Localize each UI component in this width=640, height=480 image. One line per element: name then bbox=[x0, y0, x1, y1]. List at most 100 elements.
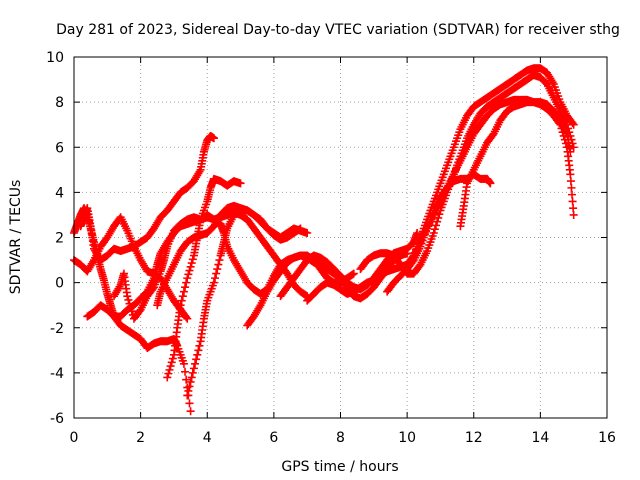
x-tick-label: 6 bbox=[269, 430, 278, 446]
data-point-marker bbox=[193, 350, 202, 359]
data-point-marker bbox=[191, 359, 200, 368]
x-tick-label: 10 bbox=[398, 430, 416, 446]
data-point-marker bbox=[349, 269, 358, 278]
data-point-marker bbox=[181, 283, 190, 292]
x-tick-label: 4 bbox=[203, 430, 212, 446]
data-point-marker bbox=[179, 359, 188, 368]
data-point-marker bbox=[177, 296, 186, 305]
data-point-marker bbox=[568, 119, 577, 128]
data-point-marker bbox=[185, 399, 194, 408]
data-point-marker bbox=[168, 354, 177, 363]
data-point-marker bbox=[429, 228, 438, 237]
y-tick-label: 4 bbox=[55, 185, 64, 201]
data-point-marker bbox=[124, 295, 133, 304]
y-tick-label: 0 bbox=[55, 276, 64, 292]
data-point-marker bbox=[184, 386, 193, 395]
data-point-marker bbox=[186, 262, 195, 271]
data-point-marker bbox=[192, 355, 201, 364]
data-point-marker bbox=[184, 270, 193, 279]
data-point-marker bbox=[568, 197, 577, 206]
x-tick-label: 16 bbox=[598, 430, 616, 446]
data-point-marker bbox=[165, 365, 174, 374]
data-point-marker bbox=[182, 375, 191, 384]
data-point-marker bbox=[568, 190, 577, 199]
series-track-12 bbox=[356, 71, 578, 278]
data-point-marker bbox=[212, 269, 221, 278]
grid-layer bbox=[74, 57, 607, 418]
data-point-marker bbox=[215, 256, 224, 265]
chart-title: Day 281 of 2023, Sidereal Day-to-day VTE… bbox=[56, 22, 620, 38]
x-tick-label: 0 bbox=[70, 430, 79, 446]
data-point-marker bbox=[569, 143, 578, 152]
y-tick-label: 10 bbox=[46, 50, 64, 66]
data-point-marker bbox=[125, 299, 134, 308]
data-point-marker bbox=[183, 274, 192, 283]
data-point-marker bbox=[566, 177, 575, 186]
data-point-marker bbox=[126, 303, 135, 312]
data-point-marker bbox=[187, 373, 196, 382]
data-point-marker bbox=[566, 147, 575, 156]
series-track-7 bbox=[163, 174, 245, 382]
data-point-marker bbox=[185, 382, 194, 391]
x-tick-label: 12 bbox=[465, 430, 483, 446]
data-point-marker bbox=[163, 373, 172, 382]
data-point-marker bbox=[211, 274, 220, 283]
data-point-marker bbox=[195, 341, 204, 350]
data-point-marker bbox=[186, 377, 195, 386]
data-point-marker bbox=[433, 217, 442, 226]
data-point-marker bbox=[164, 369, 173, 378]
data-point-marker bbox=[182, 278, 191, 287]
data-point-marker bbox=[434, 213, 443, 222]
x-tick-label: 2 bbox=[136, 430, 145, 446]
data-point-marker bbox=[431, 221, 440, 230]
series-track-14 bbox=[403, 64, 578, 274]
data-point-marker bbox=[194, 346, 203, 355]
data-point-marker bbox=[179, 287, 188, 296]
data-point-marker bbox=[430, 225, 439, 234]
data-point-marker bbox=[123, 292, 132, 301]
y-tick-label: -6 bbox=[50, 411, 64, 427]
data-point-marker bbox=[185, 266, 194, 275]
series-track-3 bbox=[76, 131, 218, 265]
data-point-marker bbox=[167, 358, 176, 367]
series-track-15 bbox=[456, 98, 575, 231]
x-axis-label: GPS time / hours bbox=[281, 459, 398, 475]
data-point-marker bbox=[186, 407, 195, 416]
data-point-marker bbox=[566, 170, 575, 179]
y-tick-label: 6 bbox=[55, 140, 64, 156]
data-layer bbox=[70, 64, 578, 416]
data-point-marker bbox=[178, 292, 187, 301]
data-point-marker bbox=[569, 204, 578, 213]
data-point-marker bbox=[148, 284, 157, 293]
x-tick-label: 14 bbox=[531, 430, 549, 446]
data-point-marker bbox=[214, 260, 223, 269]
data-point-marker bbox=[127, 307, 136, 316]
data-point-marker bbox=[209, 134, 218, 143]
data-point-marker bbox=[166, 362, 175, 371]
data-point-marker bbox=[188, 368, 197, 377]
data-point-marker bbox=[567, 183, 576, 192]
data-point-marker bbox=[209, 278, 218, 287]
data-point-marker bbox=[213, 265, 222, 274]
series-track-8 bbox=[183, 206, 305, 400]
data-point-marker bbox=[236, 179, 245, 188]
data-point-marker bbox=[187, 259, 196, 268]
data-point-marker bbox=[182, 313, 191, 322]
y-tick-label: 8 bbox=[55, 95, 64, 111]
data-point-marker bbox=[486, 179, 495, 188]
data-point-marker bbox=[189, 364, 198, 373]
series-track-4 bbox=[83, 208, 312, 321]
y-tick-label: -4 bbox=[50, 366, 64, 382]
y-tick-label: -2 bbox=[50, 321, 64, 337]
tick-layer: 0 2 4 6 8 10 12 14 16 -6 -4 -2 0 2 4 6 8 10 bbox=[46, 50, 616, 446]
data-point-marker bbox=[296, 224, 305, 233]
data-point-marker bbox=[569, 210, 578, 219]
data-point-marker bbox=[569, 120, 578, 129]
data-point-marker bbox=[413, 228, 422, 237]
data-point-marker bbox=[183, 314, 192, 323]
data-point-marker bbox=[176, 301, 185, 310]
data-point-marker bbox=[303, 228, 312, 237]
data-point-marker bbox=[183, 391, 192, 400]
